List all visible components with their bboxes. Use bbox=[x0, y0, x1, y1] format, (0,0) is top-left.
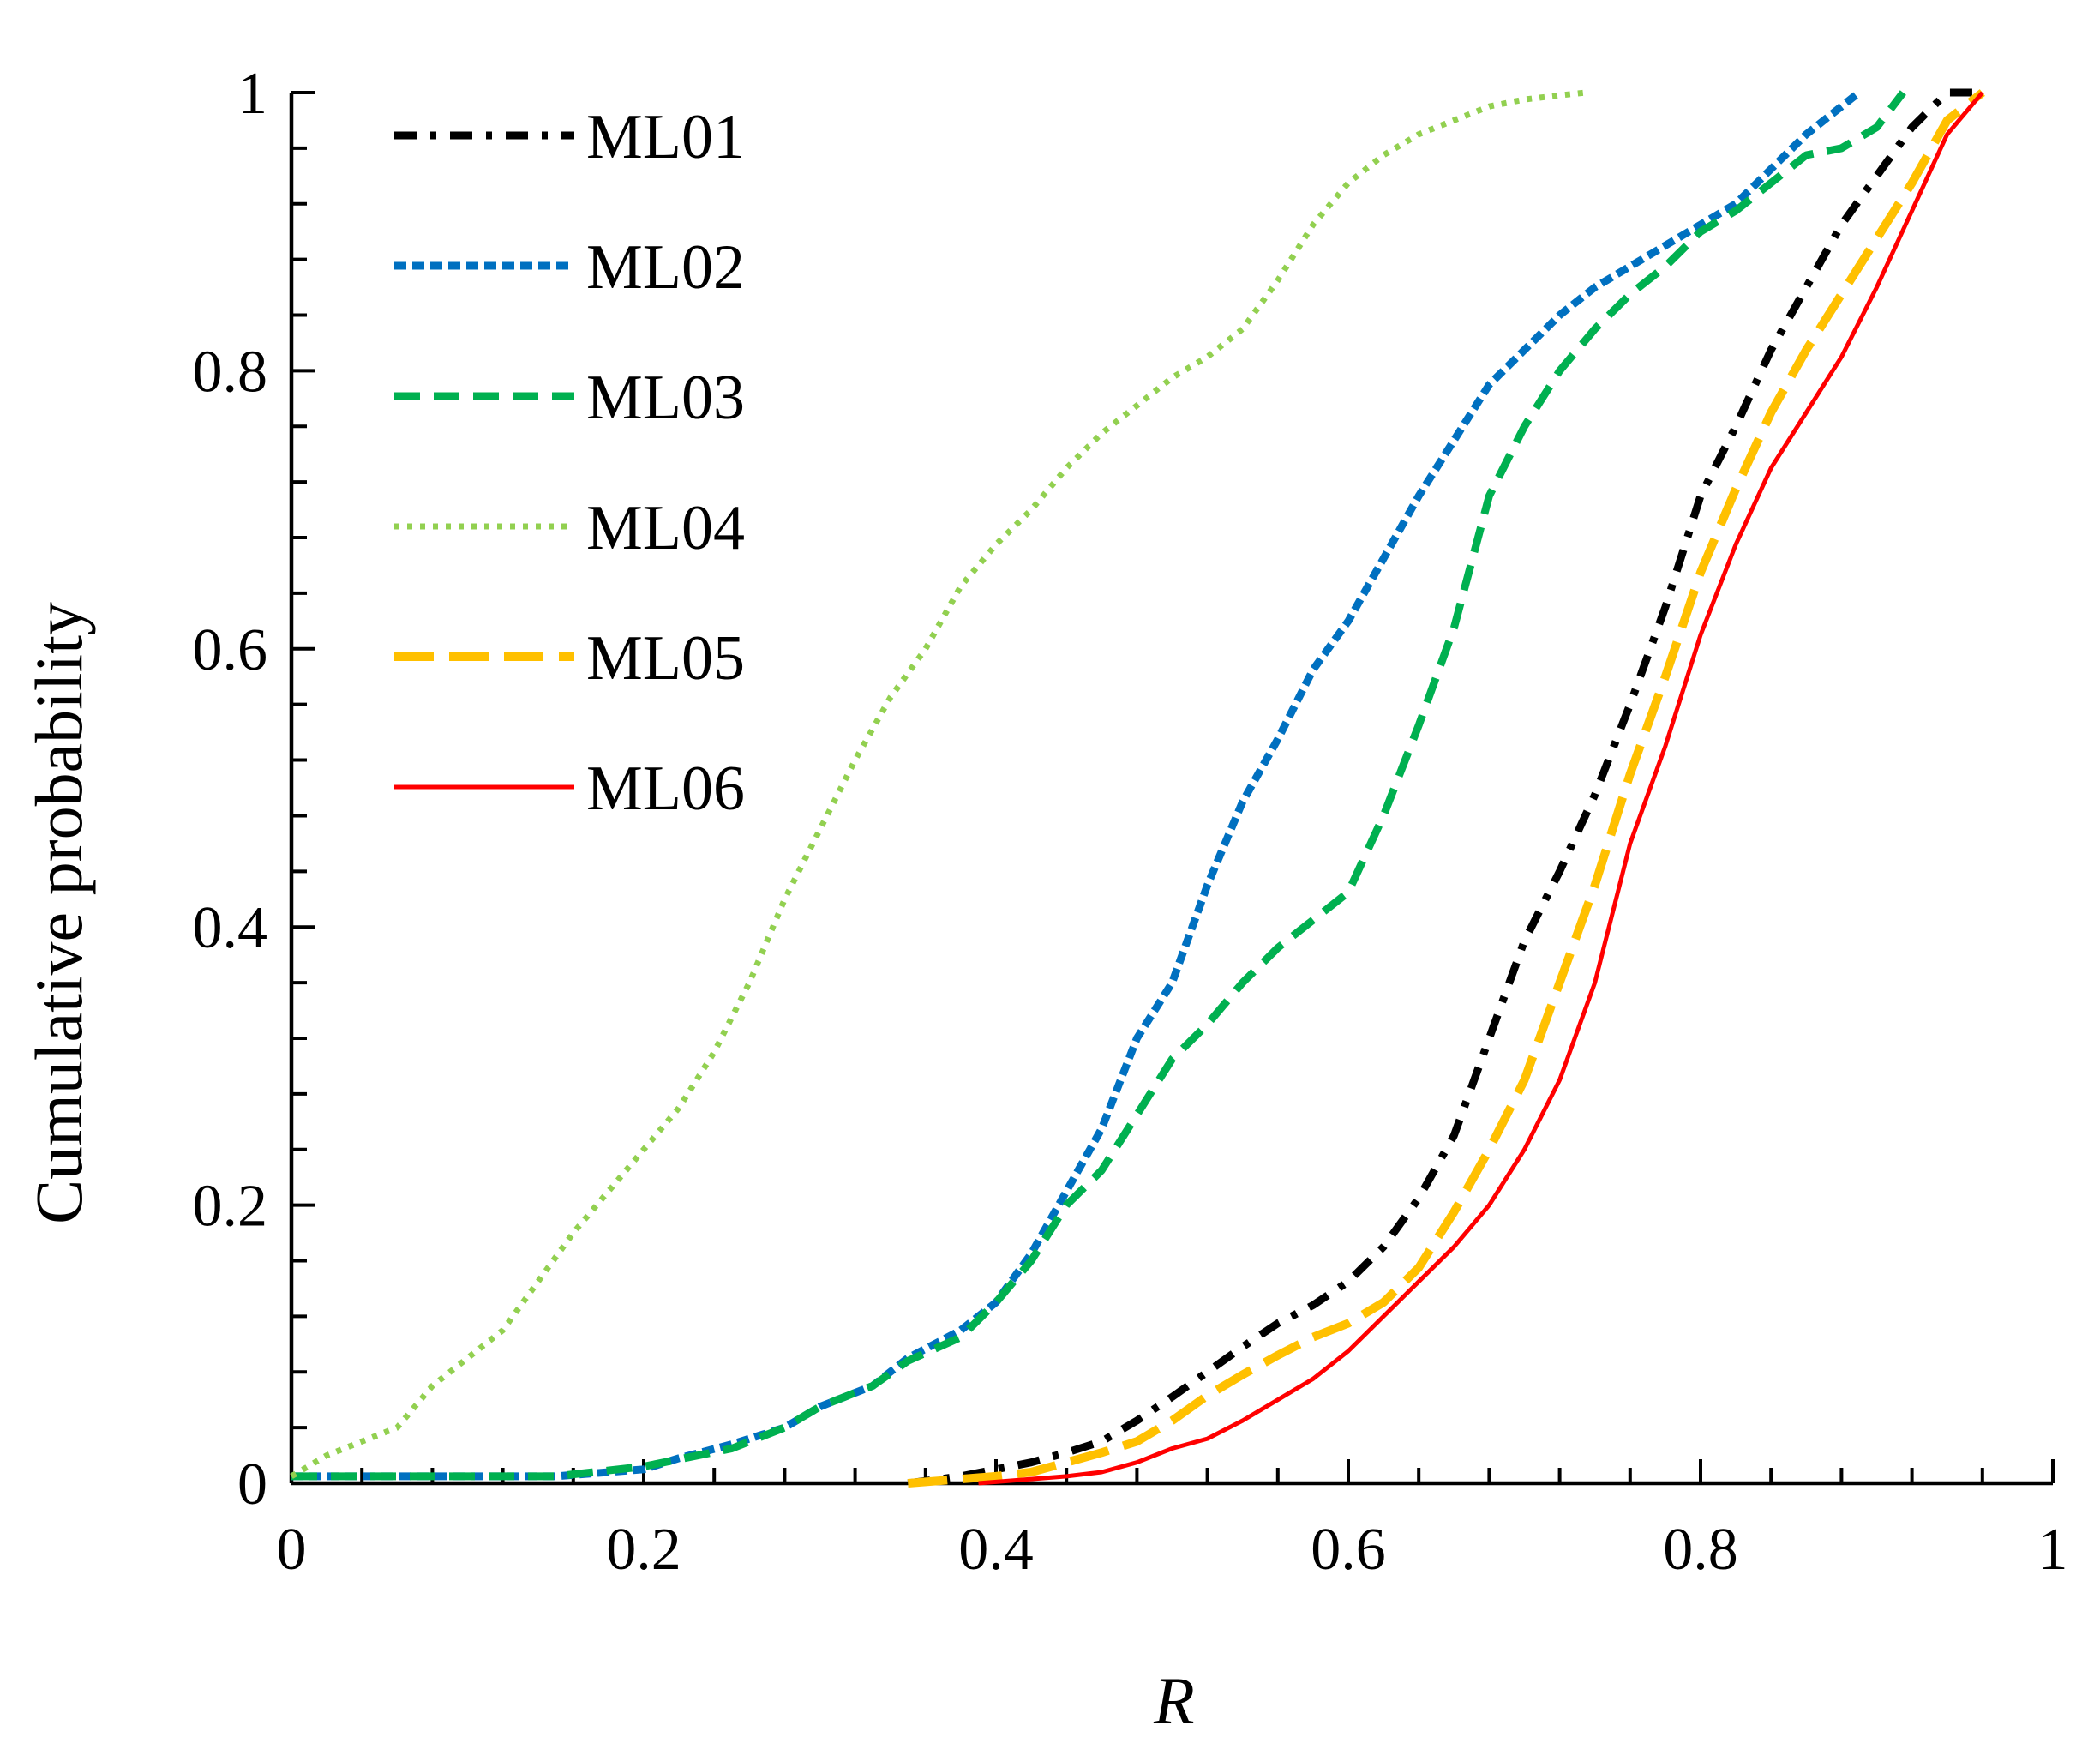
x-axis-title: R bbox=[1153, 1663, 1195, 1738]
axes: 0 0.2 0.4 0.6 0.8 1 0 0.2 0.4 0.6 0.8 1 bbox=[193, 61, 2068, 1583]
series-line-ml06 bbox=[978, 91, 1984, 1486]
legend-label-ml05: ML05 bbox=[586, 623, 745, 694]
x-tick-label: 0.2 bbox=[606, 1517, 681, 1583]
y-tick-label: 0.8 bbox=[193, 339, 268, 405]
series-line-ml01 bbox=[907, 88, 1983, 1488]
series-lines bbox=[290, 88, 1985, 1488]
legend-label-ml03: ML03 bbox=[586, 363, 745, 433]
y-tick-label: 0.2 bbox=[193, 1174, 268, 1240]
legend-label-ml04: ML04 bbox=[586, 493, 745, 563]
legend: ML01 ML02 ML03 ML04 ML05 ML06 bbox=[394, 102, 745, 824]
x-tick-label: 0.6 bbox=[1311, 1517, 1386, 1583]
y-axis-title: Cumulative probability bbox=[21, 602, 96, 1224]
x-tick-label: 0.4 bbox=[958, 1517, 1034, 1583]
legend-label-ml06: ML06 bbox=[586, 754, 745, 824]
y-tick-label: 1 bbox=[237, 61, 267, 127]
y-tick-label: 0 bbox=[237, 1451, 267, 1518]
x-tick-label: 0.8 bbox=[1663, 1517, 1738, 1583]
legend-label-ml01: ML01 bbox=[586, 102, 745, 172]
legend-label-ml02: ML02 bbox=[586, 232, 745, 303]
series-line-ml04 bbox=[290, 89, 1587, 1479]
series-line-ml05 bbox=[907, 89, 1985, 1488]
x-tick-label: 1 bbox=[2038, 1517, 2068, 1583]
series-line-ml03 bbox=[291, 90, 1906, 1481]
y-tick-label: 0.6 bbox=[193, 617, 268, 683]
y-tick-label: 0.4 bbox=[193, 895, 268, 961]
x-tick-label: 0 bbox=[277, 1517, 307, 1583]
